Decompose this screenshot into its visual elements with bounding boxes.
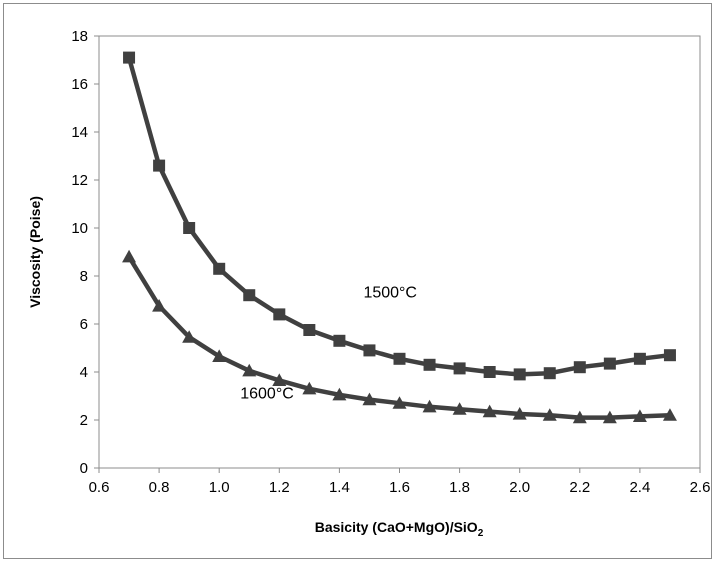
data-point bbox=[213, 262, 226, 275]
y-tick-label: 10 bbox=[71, 220, 88, 237]
y-tick-label: 0 bbox=[80, 460, 88, 477]
x-axis-title-main: Basicity (CaO+MgO)/SiO bbox=[315, 519, 478, 535]
y-tick-label: 14 bbox=[71, 124, 88, 141]
series-line bbox=[126, 56, 671, 377]
series-label: 1600°C bbox=[240, 385, 294, 402]
data-point bbox=[392, 396, 407, 409]
x-tick-label: 2.2 bbox=[569, 479, 590, 496]
x-tick-label: 1.0 bbox=[209, 479, 230, 496]
data-point bbox=[572, 410, 587, 424]
data-point bbox=[333, 334, 346, 347]
x-axis-ticks: 0.6 0.8 1.0 1.2 1.4 1.6 1.8 2.0 2.2 2.4 2.6 bbox=[89, 468, 711, 496]
data-point bbox=[482, 404, 497, 418]
data-point bbox=[242, 363, 257, 377]
y-tick-label: 4 bbox=[80, 364, 88, 381]
data-point bbox=[423, 358, 436, 371]
data-point bbox=[513, 368, 526, 381]
data-point bbox=[303, 324, 316, 336]
series-label: 1500°C bbox=[363, 285, 417, 302]
data-point bbox=[453, 362, 466, 375]
y-axis-title: Viscosity (Poise) bbox=[27, 196, 43, 308]
data-point bbox=[603, 357, 616, 370]
data-point bbox=[122, 249, 137, 263]
data-point bbox=[573, 361, 586, 374]
data-point bbox=[393, 352, 406, 365]
chart-frame bbox=[3, 3, 712, 559]
data-point bbox=[273, 308, 286, 321]
data-point bbox=[363, 344, 376, 357]
x-tick-label: 2.4 bbox=[629, 479, 650, 496]
y-tick-label: 8 bbox=[80, 268, 88, 285]
data-point bbox=[272, 373, 287, 386]
x-tick-label: 1.2 bbox=[269, 479, 290, 496]
x-tick-label: 0.6 bbox=[89, 479, 110, 496]
data-point bbox=[302, 381, 317, 395]
data-point bbox=[662, 408, 677, 421]
x-tick-label: 0.8 bbox=[149, 479, 170, 496]
data-point bbox=[543, 367, 556, 380]
x-tick-label: 1.6 bbox=[389, 479, 410, 496]
data-point bbox=[542, 408, 557, 421]
data-point bbox=[602, 410, 617, 424]
y-tick-label: 18 bbox=[71, 28, 88, 45]
data-point bbox=[633, 352, 646, 365]
data-point bbox=[212, 349, 227, 362]
data-point bbox=[422, 399, 437, 413]
data-point bbox=[362, 392, 377, 406]
data-point bbox=[182, 330, 197, 343]
data-point bbox=[632, 409, 647, 422]
x-axis-title-subscript: 2 bbox=[478, 528, 484, 539]
x-tick-label: 1.8 bbox=[449, 479, 470, 496]
x-tick-label: 2.0 bbox=[509, 479, 530, 496]
x-tick-label: 1.4 bbox=[329, 479, 350, 496]
y-tick-label: 2 bbox=[80, 412, 88, 429]
data-point bbox=[512, 407, 527, 420]
data-point bbox=[153, 159, 166, 172]
x-tick-label: 2.6 bbox=[690, 479, 711, 496]
data-point bbox=[332, 387, 347, 401]
series-line bbox=[127, 255, 670, 420]
series-2 bbox=[122, 249, 677, 424]
data-point bbox=[663, 349, 676, 362]
y-tick-label: 16 bbox=[71, 76, 88, 93]
x-axis-title: Basicity (CaO+MgO)/SiO2 bbox=[315, 519, 484, 539]
data-point bbox=[152, 299, 167, 312]
data-point bbox=[483, 366, 496, 378]
series-1 bbox=[123, 51, 676, 381]
data-point bbox=[243, 289, 256, 302]
series-group bbox=[122, 51, 677, 424]
data-point bbox=[452, 402, 467, 415]
y-axis-ticks: 0 2 4 6 8 10 12 14 16 18 bbox=[71, 28, 99, 477]
y-tick-label: 12 bbox=[71, 172, 88, 189]
series-labels: 1500°C 1600°C bbox=[240, 285, 417, 403]
data-point bbox=[183, 222, 196, 234]
y-tick-label: 6 bbox=[80, 316, 88, 333]
data-point bbox=[123, 51, 136, 64]
